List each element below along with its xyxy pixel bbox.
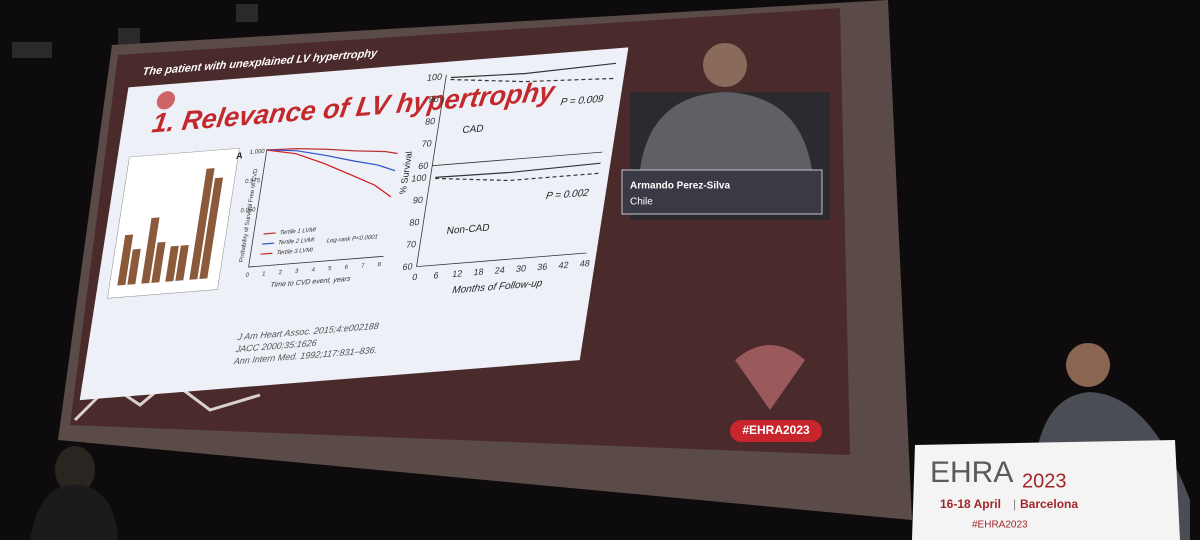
legend-label: Tertile 1 LVMI xyxy=(279,227,317,236)
bar xyxy=(117,234,134,286)
legend-swatch xyxy=(263,232,276,235)
bar xyxy=(165,245,179,282)
bar-chart: A xyxy=(107,147,244,299)
podium-city: Barcelona xyxy=(1020,497,1078,511)
y-tick-label: 1.000 xyxy=(249,149,266,156)
x-tick-label: 6 xyxy=(344,265,349,271)
presenter-head xyxy=(1066,343,1110,387)
separator: | xyxy=(1013,497,1016,511)
panel-label: CAD xyxy=(462,123,485,136)
podium-hashtag: #EHRA2023 xyxy=(972,520,1028,531)
p-value: P = 0.009 xyxy=(560,94,605,108)
bar xyxy=(189,168,215,280)
x-tick-label: 30 xyxy=(515,263,527,274)
y-tick-label: 70 xyxy=(405,239,417,250)
y-tick-label: 90 xyxy=(428,94,440,105)
y-tick-label: 60 xyxy=(418,160,430,171)
y-tick-label: 100 xyxy=(426,72,443,83)
bar xyxy=(127,248,141,285)
bar xyxy=(199,177,224,279)
curve-tertile-2 xyxy=(266,149,396,172)
x-tick-label: 1 xyxy=(262,271,267,277)
audience-body xyxy=(30,484,118,540)
y-tick-label: 60 xyxy=(402,261,414,272)
curve-dashed xyxy=(450,77,614,83)
axis xyxy=(432,151,603,167)
curve-solid xyxy=(450,62,617,79)
axis xyxy=(248,255,384,268)
x-tick-label: 5 xyxy=(328,266,333,272)
x-tick-label: 36 xyxy=(537,262,549,273)
bars xyxy=(117,168,224,286)
legend-swatch xyxy=(261,242,275,245)
y-tick-label: 0.950 xyxy=(240,207,257,214)
axis xyxy=(416,252,587,268)
audience-head xyxy=(55,446,95,494)
survival-chart-cad: CAD P = 0.009 Non-CAD P = 0.002 % Surviv… xyxy=(398,62,617,296)
podium-year: 2023 xyxy=(1022,470,1067,492)
hashtag-text: #EHRA2023 xyxy=(742,423,810,437)
y-tick-label: 90 xyxy=(412,195,424,206)
y-tick-label: 0.975 xyxy=(245,178,262,185)
panel-label: Non-CAD xyxy=(446,223,490,237)
speaker-country: Chile xyxy=(630,197,653,208)
y-tick-label: 70 xyxy=(421,138,433,149)
y-tick-label: 80 xyxy=(424,116,436,127)
curve-solid xyxy=(435,162,601,179)
podium xyxy=(912,440,1180,540)
x-tick-label: 2 xyxy=(278,270,283,276)
curve-dashed xyxy=(435,172,600,182)
y-tick-label: 100 xyxy=(411,173,428,184)
curve-tertile-1 xyxy=(266,148,398,155)
podium-dates: 16-18 April xyxy=(940,497,1001,511)
light xyxy=(12,42,52,58)
x-tick-label: 3 xyxy=(295,269,300,275)
x-tick-label: 42 xyxy=(558,260,570,271)
speaker-silhouette xyxy=(640,92,812,170)
legend-label: Tertile 2 LVMI xyxy=(277,237,315,246)
x-tick-label: 6 xyxy=(433,270,440,280)
name-plate xyxy=(621,169,823,215)
lights xyxy=(12,4,258,58)
speaker-name: Armando Perez-Silva xyxy=(630,181,730,192)
x-tick-label: 7 xyxy=(361,263,366,269)
y-tick-label: 80 xyxy=(409,217,421,228)
bar xyxy=(151,241,166,283)
x-tick-label: 24 xyxy=(494,265,506,276)
x-tick-label: 18 xyxy=(473,267,485,278)
logo xyxy=(156,91,176,110)
x-tick-label: 12 xyxy=(452,268,464,279)
axis xyxy=(416,74,447,267)
heart-logo xyxy=(735,345,805,410)
curve-tertile-3 xyxy=(266,149,392,198)
legend-label: Tertile 3 LVMI xyxy=(276,248,314,257)
hashtag-badge xyxy=(730,420,822,442)
bar xyxy=(175,244,189,281)
x-tick-label: 0 xyxy=(412,272,419,282)
panel-label: A xyxy=(235,150,243,161)
x-tick-label: 8 xyxy=(377,262,382,268)
light xyxy=(236,4,258,22)
speaker-feed: Armando Perez-Silva Chile xyxy=(621,43,830,220)
podium-brand: EHRA xyxy=(930,456,1013,489)
bar xyxy=(141,217,160,284)
axis xyxy=(248,149,268,268)
annotation: Log-rank P<0.0001 xyxy=(326,234,378,244)
speaker-head xyxy=(703,43,747,87)
x-tick-label: 0 xyxy=(245,273,250,279)
slide-content-area xyxy=(79,47,629,401)
x-tick-label: 48 xyxy=(579,258,591,269)
light xyxy=(118,28,140,46)
p-value: P = 0.002 xyxy=(545,188,590,202)
legend-swatch xyxy=(260,252,273,255)
x-tick-label: 4 xyxy=(311,267,316,273)
